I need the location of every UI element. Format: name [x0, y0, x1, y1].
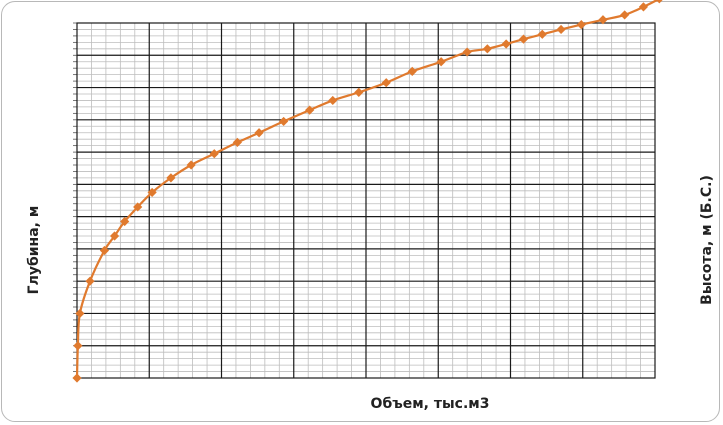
- data-point-marker: [328, 95, 338, 106]
- series-line: [75, 0, 660, 379]
- major-grid: [73, 22, 655, 379]
- data-point-marker: [166, 173, 176, 183]
- data-point-marker: [556, 24, 566, 35]
- data-point-marker: [407, 66, 417, 77]
- data-point-marker: [99, 245, 110, 256]
- data-point-marker: [381, 78, 391, 88]
- data-point-marker: [518, 34, 529, 44]
- data-point-marker: [620, 10, 630, 20]
- data-point-marker: [254, 128, 264, 138]
- data-point-marker: [279, 116, 289, 127]
- data-point-marker: [598, 15, 608, 25]
- data-point-marker: [482, 44, 492, 54]
- data-point-marker: [576, 20, 586, 30]
- data-point-marker: [501, 39, 511, 49]
- data-point-marker: [109, 231, 120, 241]
- data-point-marker: [133, 202, 143, 212]
- data-point-marker: [186, 160, 196, 170]
- x-axis-title: Объем, тыс.м3: [371, 396, 490, 412]
- data-point-marker: [120, 216, 130, 227]
- data-point-marker: [655, 0, 663, 4]
- data-point-marker: [354, 87, 364, 97]
- data-point-marker: [209, 149, 219, 159]
- data-point-marker: [75, 308, 85, 319]
- y-axis-title: Глубина, м: [26, 206, 42, 295]
- plot-area-border: [76, 22, 656, 379]
- data-point-marker: [638, 2, 649, 12]
- data-point-marker: [305, 105, 315, 115]
- data-point-marker: [537, 29, 547, 39]
- series-markers: [72, 0, 663, 383]
- data-point-marker: [72, 373, 82, 383]
- data-point-marker: [462, 47, 472, 57]
- data-point-marker: [147, 187, 157, 198]
- data-point-marker: [232, 137, 242, 148]
- secondary-y-axis-title: Высота, м (Б.С.): [699, 175, 715, 305]
- data-point-marker: [436, 57, 446, 67]
- data-point-marker: [85, 276, 95, 286]
- data-point-marker: [73, 341, 83, 351]
